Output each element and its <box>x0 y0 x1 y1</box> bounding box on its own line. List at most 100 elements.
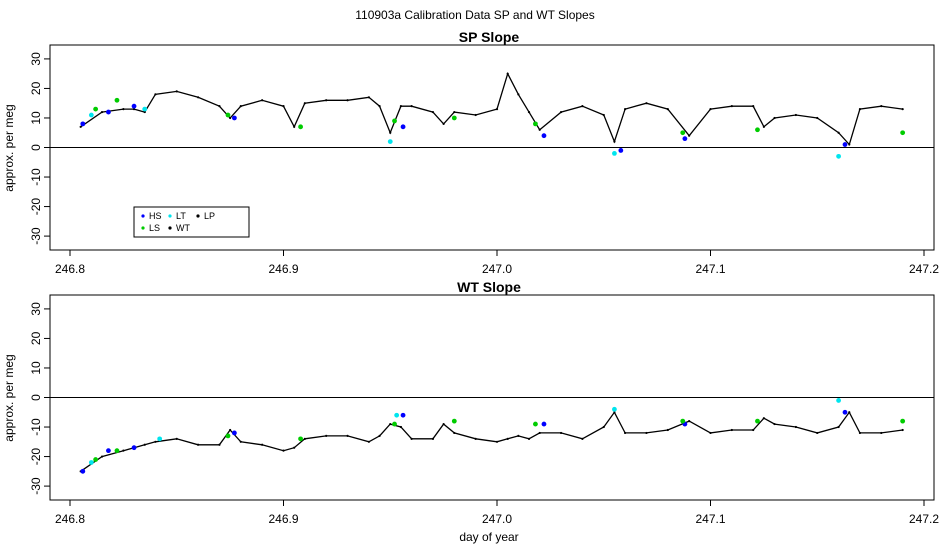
data-point-wt <box>538 128 541 131</box>
data-point-wt <box>880 431 883 435</box>
y-tick-label: 30 <box>29 302 43 316</box>
data-point-lt <box>142 106 148 112</box>
data-point-ls <box>755 127 760 133</box>
data-point-wt <box>474 113 477 117</box>
data-point-wt <box>848 411 851 414</box>
data-point-wt <box>538 431 541 435</box>
data-point-ls <box>225 433 231 439</box>
data-point-ls <box>533 121 538 127</box>
data-point-ls <box>298 436 303 442</box>
data-point-hs <box>106 448 111 454</box>
data-point-wt <box>752 428 755 432</box>
data-point-hs <box>131 103 137 109</box>
panel-title: SP Slope <box>459 29 520 45</box>
x-tick-label: 247.2 <box>909 262 939 276</box>
x-tick-label: 247.0 <box>482 262 512 276</box>
data-point-wt <box>527 437 531 440</box>
data-point-lt <box>612 151 617 156</box>
data-point-hs <box>541 133 547 139</box>
data-point-wt <box>666 428 669 432</box>
data-point-wt <box>901 428 904 432</box>
data-point-wt <box>143 443 146 446</box>
data-point-wt <box>122 108 125 111</box>
data-point-wt <box>474 437 477 440</box>
legend-marker-lp <box>196 214 200 218</box>
data-point-wt <box>239 440 242 443</box>
data-point-lt <box>836 398 841 403</box>
legend-label-lp: LP <box>204 211 215 221</box>
data-point-wt <box>399 105 403 108</box>
data-point-wt <box>132 108 136 111</box>
data-point-wt <box>794 113 798 117</box>
y-tick-label: 10 <box>29 361 43 375</box>
y-tick-label: -30 <box>29 227 43 245</box>
data-point-wt <box>709 431 712 435</box>
data-point-wt <box>79 125 82 128</box>
y-tick-label: -10 <box>29 168 43 186</box>
data-point-wt <box>442 122 445 125</box>
data-point-wt <box>442 422 445 426</box>
data-point-ls <box>680 418 686 424</box>
data-point-ls <box>392 118 397 124</box>
data-point-ls <box>114 448 120 454</box>
legend-label-lt: LT <box>176 211 186 221</box>
axis-ticks: 246.8 246.9 247.0 247.1 247.2 -30 -20 -10 0 10 20 3… <box>29 52 939 276</box>
data-point-ls <box>392 421 397 427</box>
data-point-wt <box>261 99 264 102</box>
page-title: 110903a Calibration Data SP and WT Slope… <box>355 8 594 22</box>
data-point-wt <box>399 425 403 429</box>
data-point-wt <box>229 428 232 432</box>
data-point-hs <box>682 136 688 142</box>
data-point-hs <box>842 142 848 147</box>
data-point-wt <box>197 443 200 446</box>
data-point-wt <box>453 431 456 435</box>
data-point-wt <box>794 425 798 429</box>
data-point-ls <box>900 130 906 136</box>
data-point-wt <box>688 134 691 137</box>
y-tick-label: 0 <box>29 144 43 151</box>
data-point-hs <box>131 445 137 451</box>
data-point-wt <box>517 93 520 96</box>
x-tick-label: 247.1 <box>695 512 725 526</box>
data-point-wt <box>303 437 306 440</box>
data-point-hs <box>400 124 406 130</box>
series-group <box>50 71 934 159</box>
data-point-wt <box>581 105 584 108</box>
data-point-wt <box>517 434 520 437</box>
data-point-wt <box>624 108 627 111</box>
data-point-wt <box>218 443 221 446</box>
data-point-wt <box>613 411 616 414</box>
data-point-hs <box>842 409 848 415</box>
legend-label-ls: LS <box>149 223 160 233</box>
data-point-wt <box>624 431 627 435</box>
data-point-wt <box>282 105 285 108</box>
data-point-wt <box>773 422 776 426</box>
legend-marker-lt <box>168 214 172 218</box>
data-point-wt <box>389 131 392 134</box>
legend-label-wt: WT <box>176 223 190 233</box>
data-point-wt <box>837 425 840 429</box>
data-point-wt <box>858 108 862 111</box>
data-point-wt <box>666 108 669 111</box>
y-tick-label: 10 <box>29 111 43 125</box>
data-point-wt <box>367 96 370 99</box>
data-point-lt <box>88 460 94 465</box>
data-point-wt <box>346 99 349 102</box>
y-tick-label: 20 <box>29 81 43 95</box>
data-point-ls <box>900 418 906 424</box>
y-tick-label: -10 <box>29 418 43 436</box>
data-point-lt <box>387 139 393 144</box>
data-point-wt <box>346 434 349 437</box>
y-tick-label: 0 <box>29 394 43 401</box>
legend-marker-hs <box>141 214 145 218</box>
data-point-wt <box>688 420 691 423</box>
legend-label-hs: HS <box>149 211 162 221</box>
data-point-ls <box>225 112 231 118</box>
data-point-wt <box>303 102 306 105</box>
data-point-wt <box>261 443 264 446</box>
data-point-wt <box>431 110 435 114</box>
data-point-lt <box>157 436 163 442</box>
data-point-wt <box>410 437 413 440</box>
data-point-wt <box>602 113 605 117</box>
